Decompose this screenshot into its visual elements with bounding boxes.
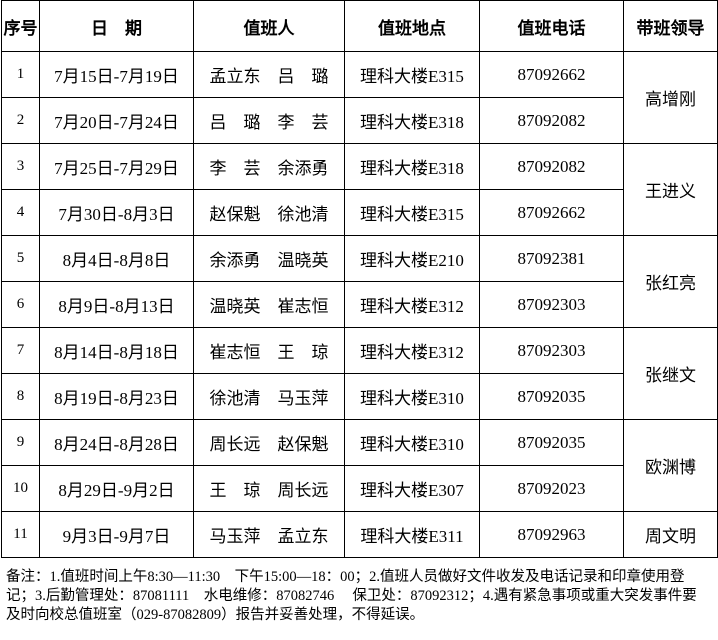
leader-cell: 张继文 bbox=[623, 327, 718, 420]
table-row: 11 9月3日-9月7日 马玉萍 孟立东 理科大楼E311 87092963 周文明 bbox=[1, 511, 718, 558]
seq-cell: 4 bbox=[1, 189, 40, 236]
table-row: 10 8月29日-9月2日王 琼 周长远 理科大楼E307 87092023 bbox=[1, 465, 718, 512]
leader-cell: 周文明 bbox=[623, 511, 718, 558]
table-row: 7 8月14日-8月18日 崔志恒 王 琼理科大楼E312 87092303 张继文 bbox=[1, 327, 718, 420]
person-cell: 周长远 赵保魁 bbox=[193, 419, 345, 466]
location-cell: 理科大楼E312 bbox=[344, 281, 480, 328]
phone-cell: 87092082 bbox=[479, 97, 624, 144]
seq-cell: 2 bbox=[1, 97, 40, 144]
seq-cell: 7 bbox=[1, 327, 40, 374]
location-cell: 理科大楼E318 bbox=[344, 143, 480, 190]
phone-cell: 87092303 bbox=[479, 327, 624, 374]
phone-cell: 87092023 bbox=[479, 465, 624, 512]
table-row: 2 7月20日-7月24日吕 璐 李 芸理科大楼E318 87092082 bbox=[1, 97, 718, 144]
person-cell: 余添勇 温晓英 bbox=[193, 235, 345, 282]
table-row: 9 8月24日-8月28日 周长远 赵保魁 理科大楼E310 87092035 欧渊博 bbox=[1, 419, 718, 512]
phone-cell: 87092035 bbox=[479, 373, 624, 420]
person-cell: 王 琼 周长远 bbox=[193, 465, 345, 512]
date-cell: 8月9日-8月13日 bbox=[39, 281, 194, 328]
table-row: 1 7月15日-7月19日 孟立东 吕 璐理科大楼E315 87092662 高增刚 bbox=[1, 51, 718, 144]
person-cell: 崔志恒 王 琼 bbox=[193, 327, 345, 374]
person-cell: 温晓英 崔志恒 bbox=[193, 281, 345, 328]
location-cell: 理科大楼E210 bbox=[344, 235, 480, 282]
leader-cell: 欧渊博 bbox=[623, 419, 718, 512]
person-cell: 赵保魁 徐池清 bbox=[193, 189, 345, 236]
seq-cell: 10 bbox=[1, 465, 40, 512]
seq-cell: 8 bbox=[1, 373, 40, 420]
seq-cell: 9 bbox=[1, 419, 40, 466]
date-cell: 8月19日-8月23日 bbox=[39, 373, 194, 420]
person-cell: 吕 璐 李 芸 bbox=[193, 97, 345, 144]
date-cell: 7月25日-7月29日 bbox=[39, 143, 194, 190]
date-cell: 7月20日-7月24日 bbox=[39, 97, 194, 144]
phone-cell: 87092662 bbox=[479, 189, 624, 236]
table-body: 1 7月15日-7月19日 孟立东 吕 璐理科大楼E315 87092662 高增刚 2 7… bbox=[1, 51, 718, 558]
location-cell: 理科大楼E318 bbox=[344, 97, 480, 144]
location-cell: 理科大楼E310 bbox=[344, 373, 480, 420]
seq-cell: 11 bbox=[1, 511, 40, 558]
seq-cell: 5 bbox=[1, 235, 40, 282]
location-cell: 理科大楼E312 bbox=[344, 327, 480, 374]
location-cell: 理科大楼E311 bbox=[344, 511, 480, 558]
header-row: 序号日 期值班人 值班地点 值班电话 带班领导 bbox=[1, 0, 718, 52]
duty-table: 序号日 期值班人 值班地点 值班电话 带班领导 1 7月15日-7月19日 孟立东 吕 璐… bbox=[1, 0, 718, 558]
header-cell: 值班人 bbox=[193, 0, 345, 52]
phone-cell: 87092082 bbox=[479, 143, 624, 190]
header-cell: 序号 bbox=[1, 0, 40, 52]
table-row: 6 8月9日-8月13日 温晓英 崔志恒 理科大楼E312 87092303 bbox=[1, 281, 718, 328]
date-cell: 8月4日-8月8日 bbox=[39, 235, 194, 282]
phone-cell: 87092303 bbox=[479, 281, 624, 328]
seq-cell: 6 bbox=[1, 281, 40, 328]
location-cell: 理科大楼E310 bbox=[344, 419, 480, 466]
date-cell: 8月29日-9月2日 bbox=[39, 465, 194, 512]
table-row: 8 8月19日-8月23日 徐池清 马玉萍 理科大楼E310 87092035 bbox=[1, 373, 718, 420]
leader-cell: 王进义 bbox=[623, 143, 718, 236]
note: 备注：1.值班时间上午8:30—11:30 下午15:00—18：00；2.值班… bbox=[6, 569, 697, 623]
phone-cell: 87092963 bbox=[479, 511, 624, 558]
person-cell: 徐池清 马玉萍 bbox=[193, 373, 345, 420]
location-cell: 理科大楼E315 bbox=[344, 51, 480, 98]
date-cell: 7月30日-8月3日 bbox=[39, 189, 194, 236]
date-cell: 8月14日-8月18日 bbox=[39, 327, 194, 374]
seq-cell: 1 bbox=[1, 51, 40, 98]
table-row: 5 8月4日-8月8日 余添勇 温晓英 理科大楼E210 87092381 张红亮 bbox=[1, 235, 718, 328]
table-row: 3 7月25日-7月29日李 芸 余添勇 理科大楼E318 87092082 王进义 bbox=[1, 143, 718, 236]
header-cell: 带班领导 bbox=[623, 0, 718, 52]
person-cell: 李 芸 余添勇 bbox=[193, 143, 345, 190]
table-row: 4 7月30日-8月3日 赵保魁 徐池清 理科大楼E315 87092662 bbox=[1, 189, 718, 236]
seq-cell: 3 bbox=[1, 143, 40, 190]
location-cell: 理科大楼E315 bbox=[344, 189, 480, 236]
date-cell: 9月3日-9月7日 bbox=[39, 511, 194, 558]
person-cell: 孟立东 吕 璐 bbox=[193, 51, 345, 98]
header-cell: 值班电话 bbox=[479, 0, 624, 52]
phone-cell: 87092035 bbox=[479, 419, 624, 466]
date-cell: 8月24日-8月28日 bbox=[39, 419, 194, 466]
person-cell: 马玉萍 孟立东 bbox=[193, 511, 345, 558]
leader-cell: 张红亮 bbox=[623, 235, 718, 328]
location-cell: 理科大楼E307 bbox=[344, 465, 480, 512]
phone-cell: 87092381 bbox=[479, 235, 624, 282]
leader-cell: 高增刚 bbox=[623, 51, 718, 144]
date-cell: 7月15日-7月19日 bbox=[39, 51, 194, 98]
phone-cell: 87092662 bbox=[479, 51, 624, 98]
header-cell: 日 期 bbox=[39, 0, 194, 52]
header-cell: 值班地点 bbox=[344, 0, 480, 52]
